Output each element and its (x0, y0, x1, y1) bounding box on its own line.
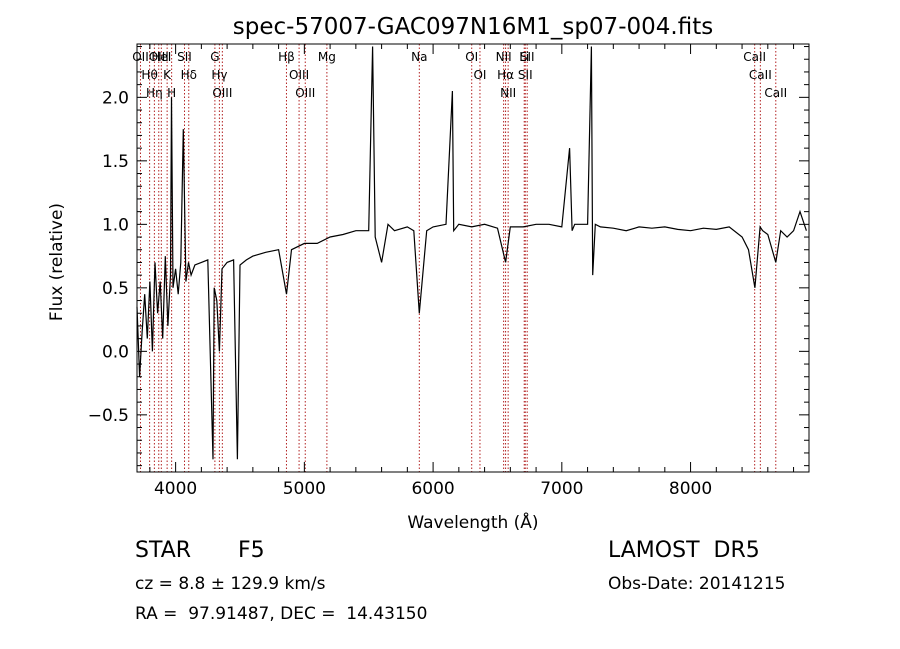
line-label: Hδ (181, 68, 197, 82)
y-tick-label: −0.5 (88, 406, 129, 426)
x-tick-label: 7000 (540, 479, 583, 499)
line-label: Na (411, 50, 427, 64)
line-label: Hα (497, 68, 514, 82)
line-label: SII (177, 50, 192, 64)
x-tick-label: 4000 (154, 479, 197, 499)
y-tick-label: 2.0 (102, 88, 129, 108)
chart-title: spec-57007-GAC097N16M1_sp07-004.fits (233, 14, 713, 40)
x-tick-label: 6000 (411, 479, 454, 499)
line-label: NII (496, 50, 512, 64)
line-label: K (163, 68, 172, 82)
spectrum-line (136, 46, 807, 460)
y-axis-ticks: −0.5 0.0 0.5 1.0 1.5 2.0 (88, 46, 809, 467)
object-class: STAR (135, 538, 192, 563)
x-axis-label: Wavelength (Å) (407, 511, 538, 533)
line-label: OI (473, 68, 486, 82)
line-label: CaII (743, 50, 766, 64)
observation-date: Obs-Date: 20141215 (608, 574, 786, 594)
y-axis-label: Flux (relative) (47, 203, 67, 321)
line-label: OIII (149, 50, 169, 64)
line-label: OIII (289, 68, 309, 82)
line-label: Hβ (278, 50, 295, 64)
y-tick-label: 0.5 (102, 279, 129, 299)
line-label: SII (518, 68, 533, 82)
plot-frame (136, 43, 810, 473)
redshift-velocity: cz = 8.8 ± 129.9 km/s (135, 574, 326, 594)
line-label-layer: OIIHθHηOIIIHeIKHSIIHδGHγOIIIHβOIIIOIIIMg… (132, 50, 787, 100)
line-label: Li (519, 50, 529, 64)
line-label: CaII (764, 86, 787, 100)
line-label: SII (520, 50, 535, 64)
line-label: Mg (318, 50, 336, 64)
line-label: HeI (151, 50, 171, 64)
object-subclass: F5 (238, 538, 265, 563)
y-tick-label: 1.0 (102, 215, 129, 235)
line-label: Hθ (141, 68, 157, 82)
line-label: Hη (146, 86, 163, 100)
y-tick-label: 1.5 (102, 152, 129, 172)
line-label: G (210, 50, 219, 64)
ra-dec-coordinates: RA = 97.91487, DEC = 14.43150 (135, 604, 428, 624)
line-label: NII (500, 86, 516, 100)
x-tick-label: 5000 (283, 479, 326, 499)
line-label: OI (465, 50, 478, 64)
x-axis-ticks: 4000 5000 6000 7000 8000 (149, 44, 795, 499)
line-marker-layer (139, 44, 777, 472)
line-label: OIII (295, 86, 315, 100)
line-label: H (167, 86, 176, 100)
line-label: OIII (212, 86, 232, 100)
survey-name: LAMOST DR5 (608, 538, 760, 563)
x-tick-label: 8000 (669, 479, 712, 499)
line-label: Hγ (211, 68, 227, 82)
y-tick-label: 0.0 (102, 342, 129, 362)
line-label: OII (132, 50, 149, 64)
line-label: CaII (749, 68, 772, 82)
